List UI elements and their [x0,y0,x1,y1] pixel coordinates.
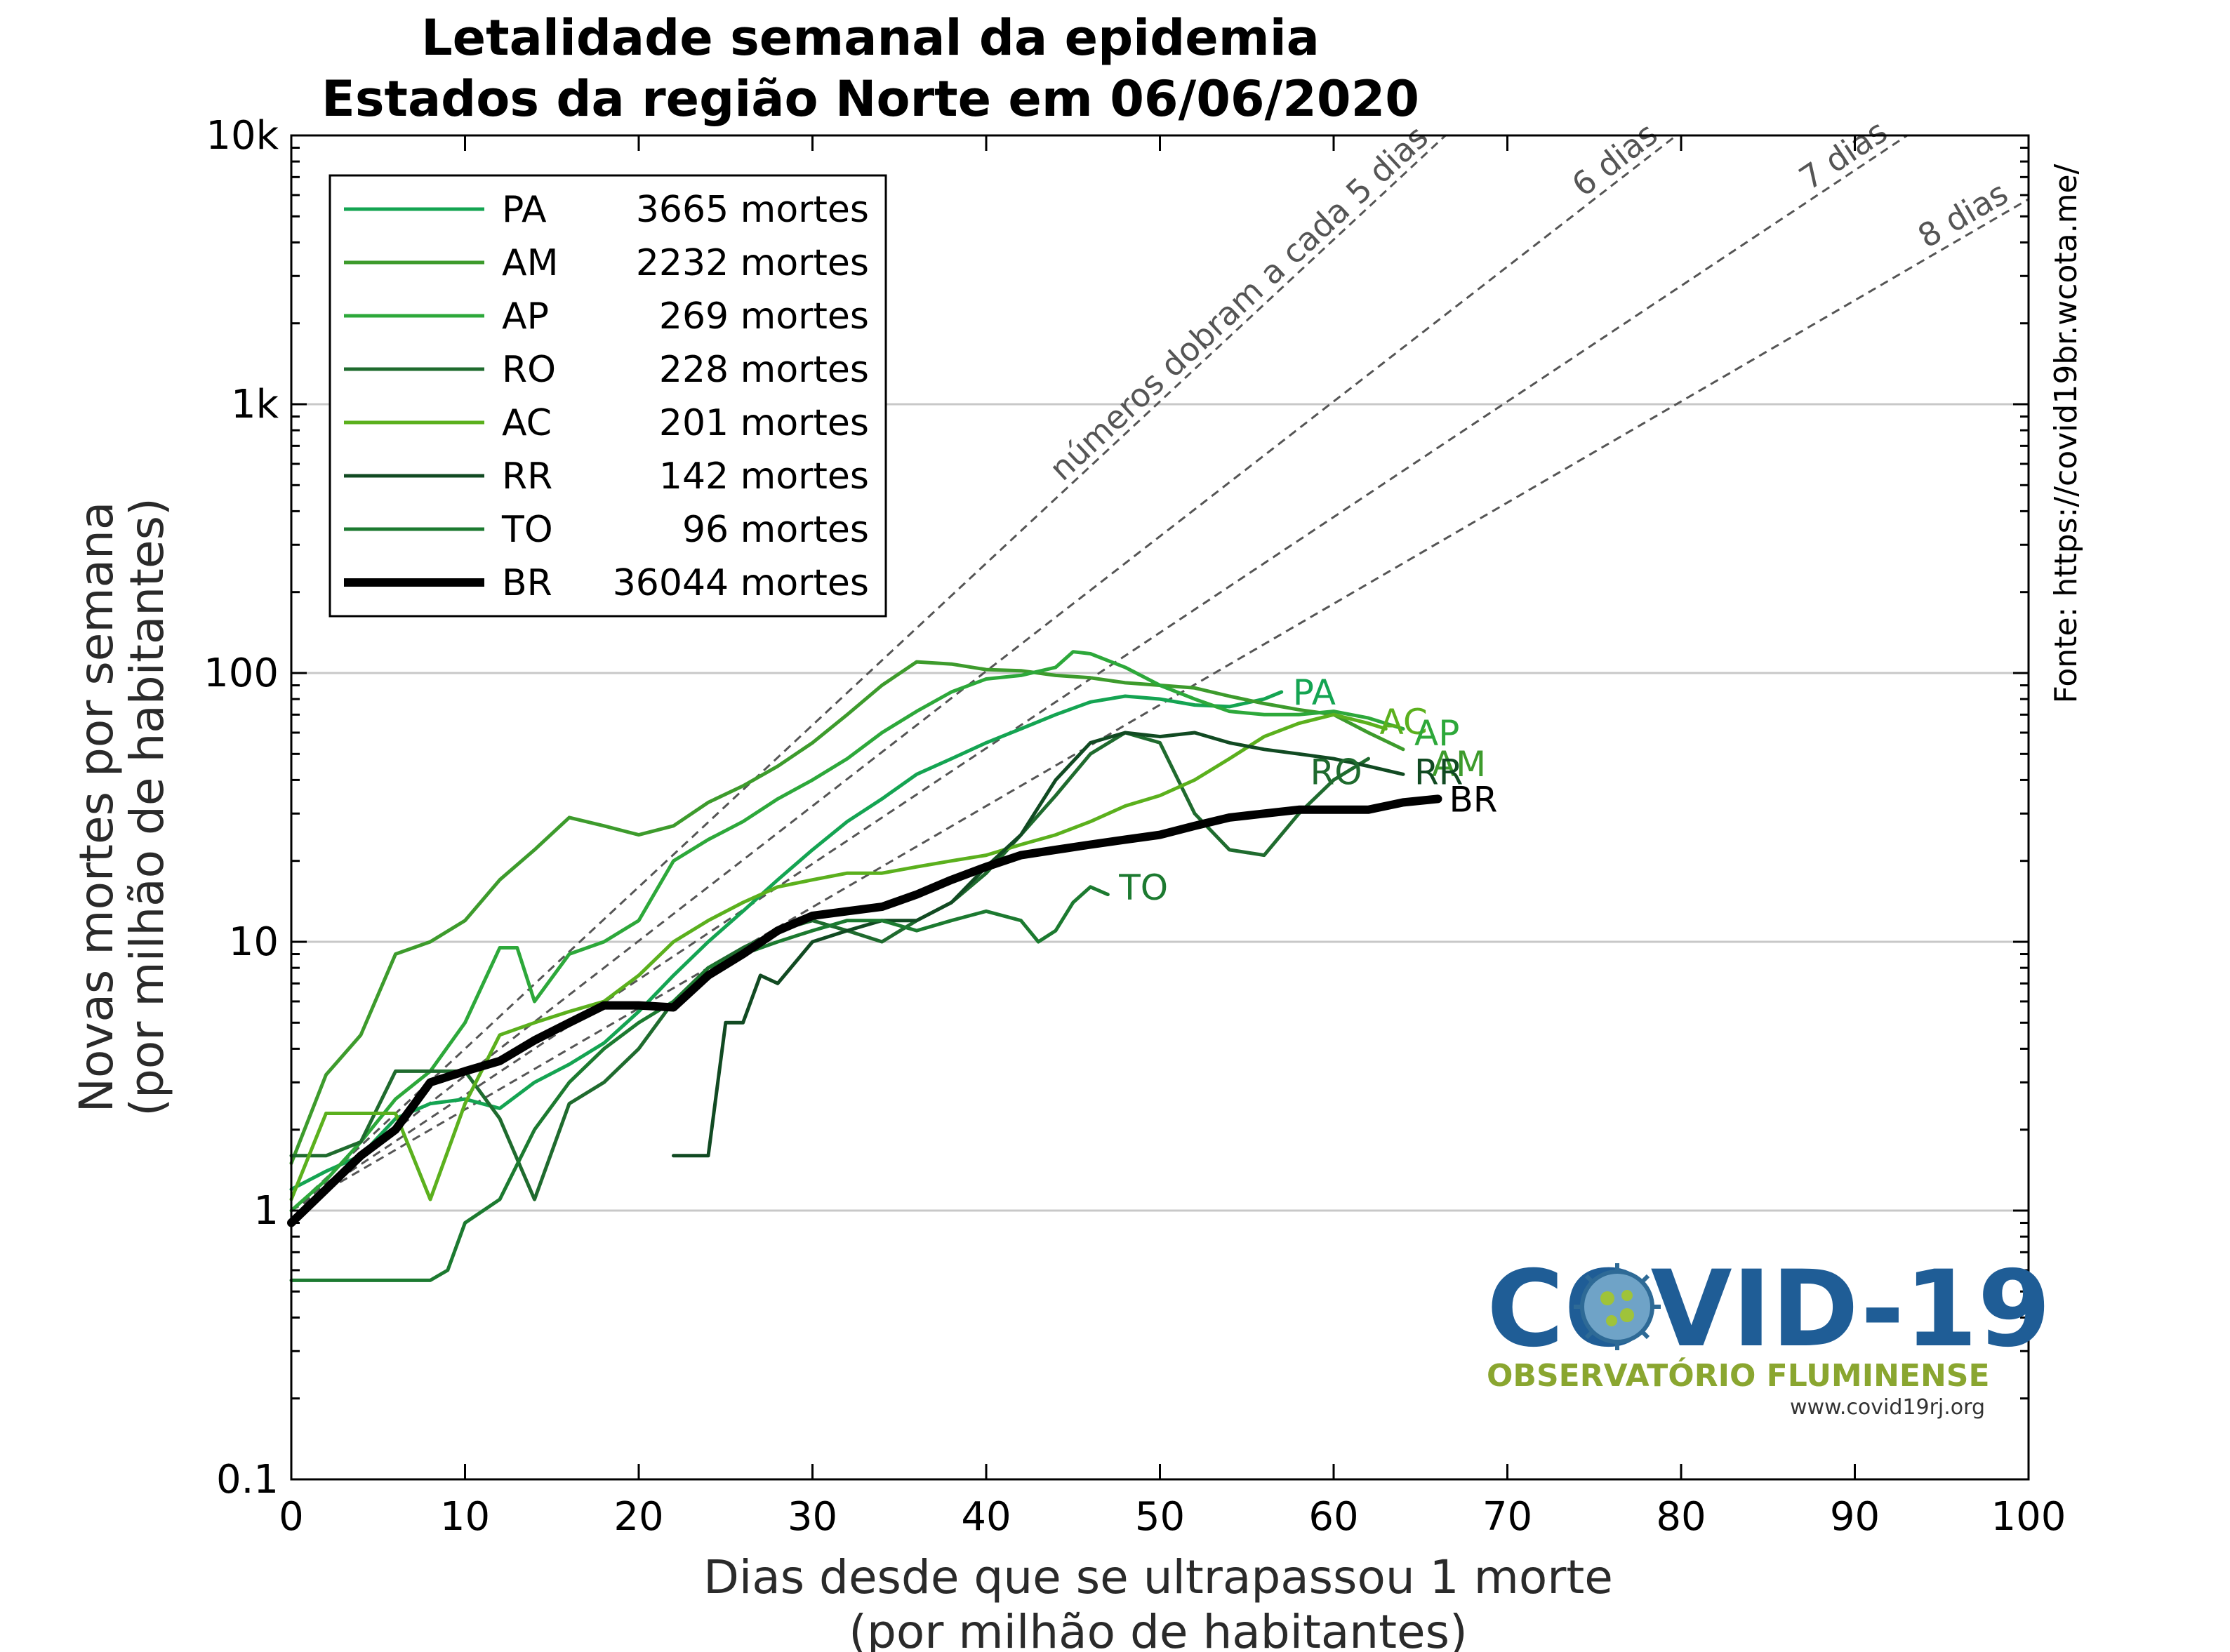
legend-deaths: 269 mortes [659,295,869,338]
x-tick-label: 80 [1656,1494,1706,1540]
legend-label: PA [502,189,547,231]
series-line-rr [672,731,1405,1158]
series-line-ac [289,712,1388,1201]
x-tick-label: 100 [1991,1494,2066,1540]
series-line-am [289,660,1405,1166]
x-axis-label-line2: (por milhão de habitantes) [849,1605,1468,1652]
legend-label: RR [502,455,552,498]
legend-label: TO [501,509,553,551]
logo: COVID-19 OBSERVATÓRIO FLUMINENSE www.cov… [1487,1248,2051,1420]
series-line-ap [289,650,1405,1213]
chart-title: Letalidade semanal da epidemia [421,9,1320,67]
legend-box [328,174,887,618]
logo-subtitle: OBSERVATÓRIO FLUMINENSE [1487,1357,1990,1394]
y-tick-label: 10k [206,113,279,159]
series-line-pa [289,690,1284,1192]
virus-icon [1574,1263,1661,1350]
reference-line [291,198,2029,1212]
end-label-ro: RO [1310,752,1362,792]
x-tick-label: 60 [1308,1494,1358,1540]
end-label-rr: RR [1414,752,1463,792]
end-label-ap: AP [1414,713,1459,754]
x-tick-label: 20 [613,1494,663,1540]
chart-subtitle: Estados da região Norte em 06/06/2020 [321,70,1419,128]
y-tick-label: 1k [231,382,279,427]
legend-deaths: 201 mortes [659,402,869,444]
y-axis-label-line1: Novas mortes por semana [69,502,124,1113]
legend-label: RO [502,349,556,391]
x-tick-label: 70 [1482,1494,1532,1540]
x-tick-label: 30 [788,1494,837,1540]
logo-url: www.covid19rj.org [1790,1395,1985,1420]
end-label-ac: AC [1380,702,1428,742]
legend-label: AP [502,295,549,338]
y-axis-label-line2: (por milhão de habitantes) [120,498,174,1117]
legend-deaths: 3665 mortes [636,189,869,231]
end-label-to: TO [1118,867,1168,908]
legend-deaths: 228 mortes [659,349,869,391]
axis-ticks: 0.1 1 10 100 1k 10k 0 10 20 30 40 50 60 70 80 90 100 [204,113,2066,1540]
x-tick-label: 50 [1135,1494,1185,1540]
end-label-pa: PA [1293,672,1336,713]
reference-line [290,134,1447,1212]
legend-deaths: 96 mortes [682,509,869,551]
x-tick-label: 10 [440,1494,490,1540]
legend-deaths: 142 mortes [659,455,869,498]
end-label-br: BR [1449,779,1498,820]
logo-title: COVID-19 [1487,1248,2051,1371]
legend: PA 3665 mortes AM 2232 mortes AP 269 mortes RO… [328,174,887,618]
reference-line [291,134,1678,1212]
series-line-br [287,794,1442,1227]
x-tick-label: 0 [279,1494,304,1540]
y-tick-label: 10 [229,919,279,965]
x-tick-label: 90 [1830,1494,1880,1540]
legend-label: AM [502,242,558,284]
y-tick-label: 1 [253,1188,279,1234]
legend-label: BR [502,562,552,604]
legend-deaths: 2232 mortes [636,242,869,284]
y-tick-label: 0.1 [216,1457,279,1503]
legend-deaths: 36044 mortes [613,562,869,604]
x-axis-label-line1: Dias desde que se ultrapassou 1 morte [703,1550,1613,1604]
y-tick-label: 100 [204,651,279,696]
source-text: Fonte: https://covid19br.wcota.me/ [2048,164,2084,703]
legend-label: AC [502,402,552,444]
x-tick-label: 40 [961,1494,1011,1540]
series-lines [287,650,1442,1282]
end-label-am: AM [1432,744,1486,785]
